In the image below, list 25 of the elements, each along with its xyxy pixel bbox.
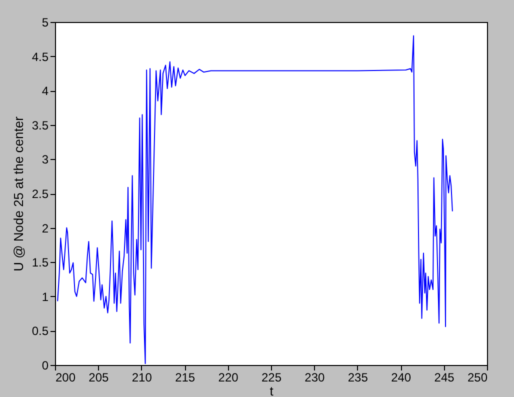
y-tick-label: 1.5 [32, 256, 49, 270]
x-tick-label: 245 [434, 370, 455, 384]
y-axis-title: U @ Node 25 at the center [10, 116, 26, 272]
x-tick-label: 225 [261, 370, 282, 384]
y-tick-label: 5 [42, 16, 49, 30]
x-tick-label: 230 [304, 370, 326, 384]
y-tick-label: 0.5 [32, 324, 49, 338]
y-tick-label: 1 [42, 290, 49, 304]
x-tick-label: 200 [56, 370, 76, 384]
x-tick-label: 205 [88, 370, 110, 384]
y-tick-label: 4.5 [32, 50, 49, 64]
x-axis-title: t [270, 384, 274, 397]
line-series [57, 35, 453, 364]
y-tick-label: 3.5 [32, 118, 49, 132]
x-tick-label: 215 [175, 370, 196, 384]
x-tick-label: 240 [391, 370, 412, 384]
x-tick-label: 250 [467, 370, 488, 384]
y-tick-label: 0 [42, 358, 49, 372]
y-tick-label: 3 [42, 152, 49, 167]
y-tick-label: 4 [42, 84, 49, 98]
x-tick-label: 210 [132, 370, 152, 384]
x-tick-label: 235 [348, 370, 368, 384]
y-tick-label: 2 [42, 221, 49, 236]
y-tick-label: 2.5 [32, 187, 49, 201]
x-tick-label: 220 [218, 370, 239, 384]
